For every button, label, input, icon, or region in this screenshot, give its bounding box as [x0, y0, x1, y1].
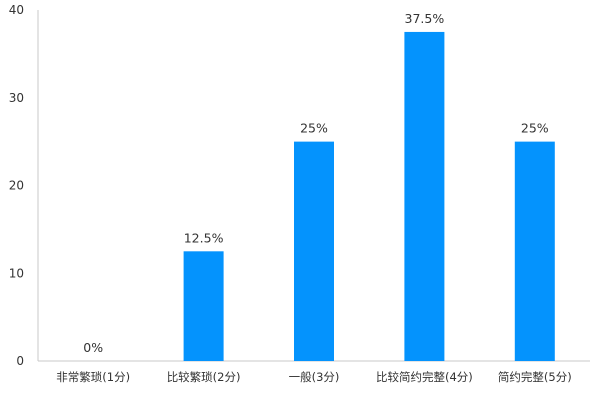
y-tick-labels: 0 10 20 30 40	[9, 3, 24, 368]
bar	[404, 31, 445, 361]
y-tick-label: 40	[9, 3, 24, 17]
bar-data-label: 0%	[83, 340, 103, 355]
bar-data-label: 25%	[521, 121, 549, 136]
x-tick-label: 比较繁琐(2分)	[167, 370, 241, 384]
bar	[294, 141, 334, 361]
x-tick-labels: 非常繁琐(1分) 比较繁琐(2分) 一般(3分) 比较简约完整(4分) 简约完整(5分)	[56, 370, 571, 384]
x-tick-label: 比较简约完整(4分)	[376, 370, 473, 384]
y-tick-label: 30	[9, 91, 24, 105]
bar	[183, 251, 224, 361]
bar-data-label: 12.5%	[184, 230, 224, 245]
bar-series	[183, 31, 555, 361]
data-labels: 0% 12.5% 25% 37.5% 25%	[83, 11, 549, 355]
y-tick-label: 0	[16, 354, 24, 368]
y-tick-label: 20	[9, 179, 24, 193]
x-tick-label: 一般(3分)	[289, 370, 340, 384]
x-tick-label: 非常繁琐(1分)	[56, 370, 130, 384]
y-tick-label: 10	[9, 266, 24, 280]
bar	[514, 141, 555, 361]
bar-data-label: 25%	[300, 121, 328, 136]
bar-data-label: 37.5%	[405, 11, 445, 26]
x-tick-label: 简约完整(5分)	[498, 370, 572, 384]
